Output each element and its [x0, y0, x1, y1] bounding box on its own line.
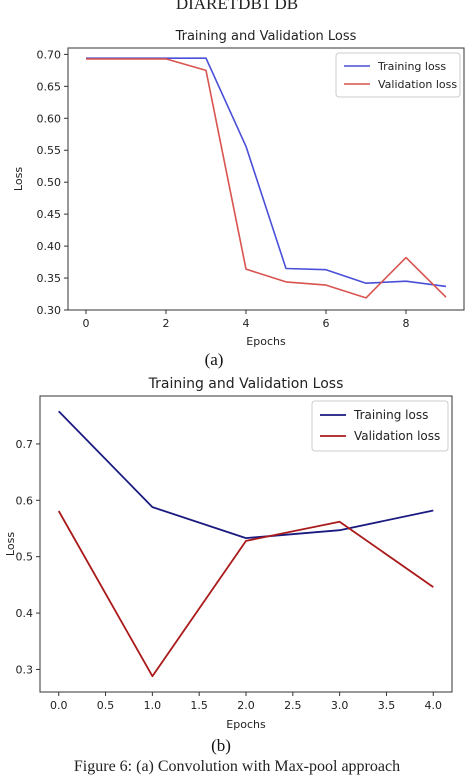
legend-label-1: Validation loss	[378, 78, 457, 91]
y-tick-label: 0.4	[16, 607, 34, 620]
x-tick-label: 0.0	[50, 699, 68, 712]
x-axis-label: Epochs	[246, 335, 286, 348]
x-tick-label: 4.0	[425, 699, 443, 712]
y-tick-label: 0.30	[37, 304, 62, 317]
legend-label-1: Validation loss	[354, 429, 440, 443]
chart-title: Training and Validation Loss	[148, 376, 344, 392]
y-tick-label: 0.60	[37, 112, 62, 125]
label-a: (a)	[204, 350, 224, 369]
legend-label-0: Training loss	[353, 408, 428, 422]
x-tick-label: 2.0	[237, 699, 255, 712]
chart-b: Training and Validation Loss 0.0 0.5 1.0 1.5…	[4, 376, 453, 731]
chart-a: Training and Validation Loss 0 2 4 6 8 0.30 0.3…	[12, 29, 465, 348]
x-axis-label: Epochs	[226, 718, 266, 731]
y-axis-label: Loss	[4, 532, 17, 556]
figure-top-caption: DIARETDB1 DB	[175, 0, 299, 13]
legend-box	[335, 52, 461, 98]
x-tick-label: 2	[163, 317, 170, 330]
y-tick-label: 0.40	[37, 240, 62, 253]
x-tick-label: 0	[83, 317, 90, 330]
y-tick-label: 0.70	[37, 48, 62, 61]
x-tick-label: 2.5	[284, 699, 302, 712]
x-tick-label: 0.5	[97, 699, 115, 712]
x-tick-label: 4	[243, 317, 250, 330]
figure-bottom-caption: Figure 6: (a) Convolution with Max-pool …	[73, 758, 401, 775]
series-line-1	[57, 510, 434, 678]
y-tick-label: 0.7	[16, 438, 34, 451]
y-tick-label: 0.50	[37, 176, 62, 189]
y-tick-label: 0.45	[37, 208, 62, 221]
x-tick-label: 1.0	[144, 699, 162, 712]
x-tick-label: 6	[323, 317, 330, 330]
label-b: (b)	[211, 736, 231, 755]
x-tick-label: 1.5	[190, 699, 208, 712]
chart-title: Training and Validation Loss	[175, 29, 357, 44]
y-tick-label: 0.3	[16, 663, 34, 676]
y-axis-label: Loss	[12, 167, 25, 191]
legend-label-0: Training loss	[377, 60, 446, 73]
y-tick-label: 0.35	[37, 272, 62, 285]
series-line-0	[58, 410, 434, 540]
y-tick-label: 0.5	[16, 551, 34, 564]
x-tick-label: 3.5	[378, 699, 396, 712]
series-line-1	[86, 58, 447, 299]
x-tick-label: 3.0	[331, 699, 349, 712]
y-tick-label: 0.55	[37, 144, 62, 157]
y-tick-label: 0.6	[16, 494, 34, 507]
x-tick-label: 8	[403, 317, 410, 330]
plot-frame	[67, 47, 465, 311]
legend-box	[311, 400, 449, 452]
y-tick-label: 0.65	[37, 80, 62, 93]
